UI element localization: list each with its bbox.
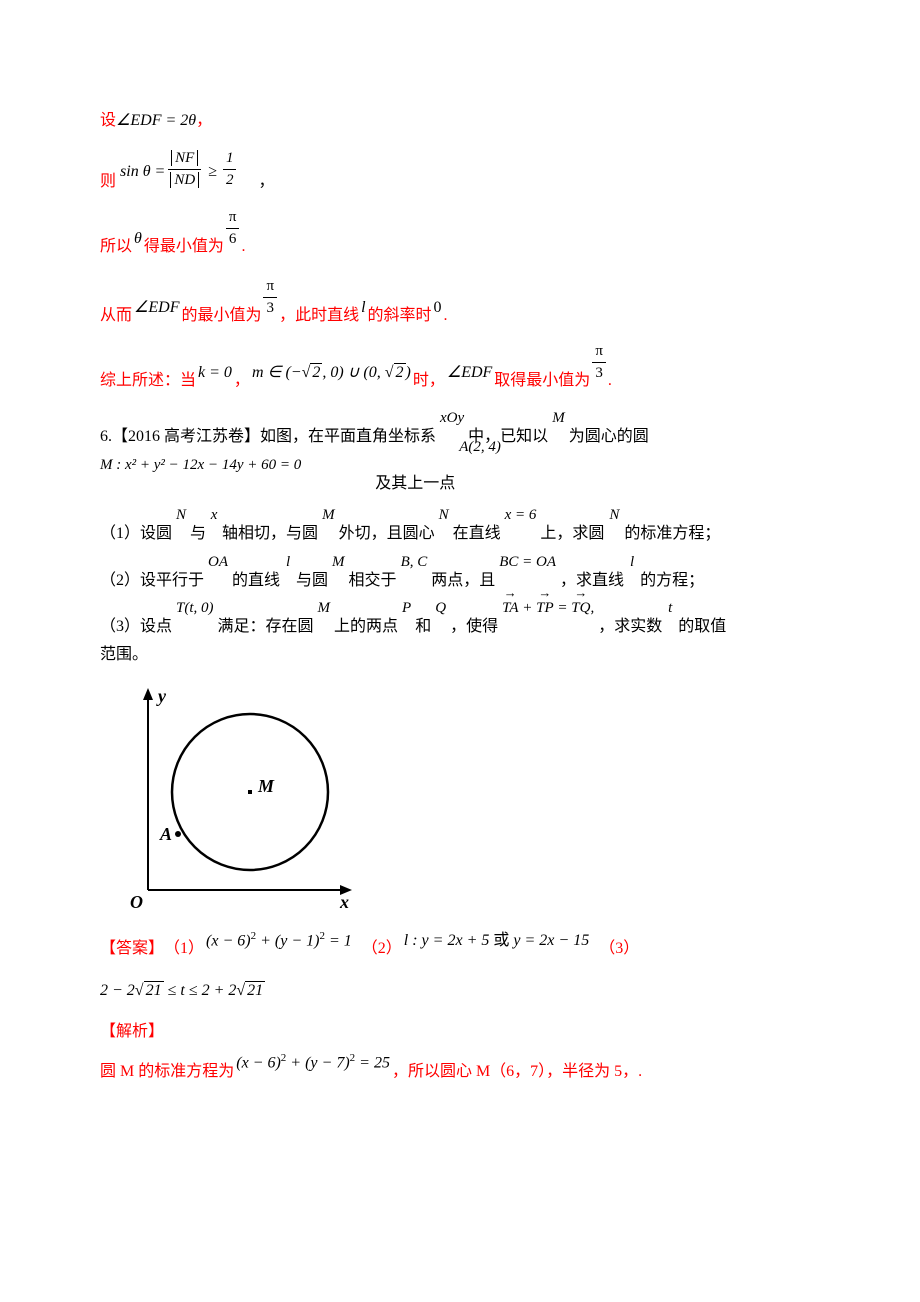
- solution-line1: 圆 M 的标准方程为 (x − 6)2 + (y − 7)2 = 25 ，所以圆…: [100, 1059, 820, 1083]
- theta-sym: θ: [134, 228, 142, 250]
- de-min: 得最小值为: [144, 236, 224, 258]
- ans-eq2: l : y = 2x + 5 或 y = 2x − 15: [404, 930, 589, 952]
- period4: .: [444, 305, 448, 327]
- frac-half: 1 2: [223, 148, 237, 191]
- answer-tag: 【答案】: [100, 938, 164, 960]
- k-eq-0: k = 0: [198, 362, 232, 384]
- zongshang: 综上所述：当: [100, 370, 196, 392]
- line-sin-theta: 则 sin θ = NF ND ≥ 1 2 ，: [100, 150, 820, 193]
- comma2: ，: [258, 171, 274, 193]
- comma: ，: [196, 110, 212, 132]
- suoyi: 所以: [100, 236, 132, 258]
- comma5: ，: [234, 370, 250, 392]
- ans-p3: （3）: [599, 938, 639, 960]
- solution-tag-line: 【解析】: [100, 1021, 820, 1043]
- pi-over-6: π 6: [226, 207, 240, 250]
- question-2: （2）设平行于 OA 的直线 l 与圆 M 相交于 B, C 两点，且 BC =…: [100, 552, 820, 592]
- pi-over-3a: π 3: [263, 276, 277, 319]
- coordinate-diagram: y x O M A: [100, 682, 360, 922]
- answer-line: 【答案】 （1） (x − 6)2 + (y − 1)2 = 1 （2） l :…: [100, 937, 820, 961]
- shi: 时，: [413, 370, 445, 392]
- question-1: （1）设圆 N 与 x 轴相切，与圆 M 外切，且圆心 N 在直线 x = 6 …: [100, 505, 820, 545]
- y-axis-label: y: [156, 686, 167, 706]
- line-summary: 综上所述：当 k = 0 ， m ∈ (−2, 0) ∪ (0, 2) 时， ∠…: [100, 349, 820, 392]
- line-theta-min: 所以 θ 得最小值为 π 6 .: [100, 215, 820, 258]
- sin-theta-label: sin θ =: [120, 161, 165, 183]
- ans-p2: （2）: [362, 938, 402, 960]
- text-she: 设: [100, 110, 116, 132]
- ge-sign: ≥: [208, 161, 217, 183]
- question-3: （3）设点 T(t, 0) 满足：存在圆 M 上的两点 P 和 Q ，使得 TA…: [100, 598, 820, 638]
- sol-eq: (x − 6)2 + (y − 7)2 = 25: [236, 1051, 390, 1075]
- text-ze: 则: [100, 171, 116, 193]
- ans-eq1: (x − 6)2 + (y − 1)2 = 1: [206, 929, 352, 953]
- question-3-cont: 范围。: [100, 644, 820, 666]
- line-set-angle: 设 ∠EDF = 2θ ，: [100, 110, 820, 132]
- period3: .: [241, 236, 245, 258]
- solution-tag: 【解析】: [100, 1021, 164, 1043]
- xielv: 的斜率时: [368, 305, 432, 327]
- M-label: M: [257, 776, 275, 796]
- m-interval: m ∈ (−2, 0) ∪ (0, 2): [252, 362, 411, 384]
- edf2: ∠EDF: [447, 362, 492, 384]
- l-sym: l: [361, 297, 365, 319]
- edf-sym: ∠EDF: [134, 297, 179, 319]
- origin-label: O: [130, 892, 143, 912]
- ans-p1: （1）: [164, 938, 204, 960]
- pi-over-3b: π 3: [592, 341, 606, 384]
- A-label: A: [159, 824, 172, 844]
- qude: 取得最小值为: [494, 370, 590, 392]
- sol-a: 圆 M 的标准方程为: [100, 1061, 234, 1083]
- problem-6-line2: M : x² + y² − 12x − 14y + 60 = 0 及其上一点 A…: [100, 455, 820, 495]
- x-axis-label: x: [339, 892, 349, 912]
- de-min2: 的最小值为: [181, 305, 261, 327]
- cishi: ，此时直线: [279, 305, 359, 327]
- math-edf-2theta: ∠EDF = 2θ: [116, 110, 196, 132]
- conger: 从而: [100, 305, 132, 327]
- zero-sym: 0: [434, 297, 442, 319]
- answer-line-3: 2 − 221 ≤ t ≤ 2 + 221: [100, 980, 820, 1002]
- frac-nf-nd: NF ND: [167, 148, 202, 191]
- vec-equation: TA + TP = TQ,: [502, 598, 594, 616]
- line-edf-min: 从而 ∠EDF 的最小值为 π 3 ，此时直线 l 的斜率时 0 .: [100, 284, 820, 327]
- period5: .: [608, 370, 612, 392]
- ans-eq3: 2 − 221 ≤ t ≤ 2 + 221: [100, 980, 265, 1002]
- sol-b: ，所以圆心 M（6，7），半径为 5，.: [392, 1061, 642, 1083]
